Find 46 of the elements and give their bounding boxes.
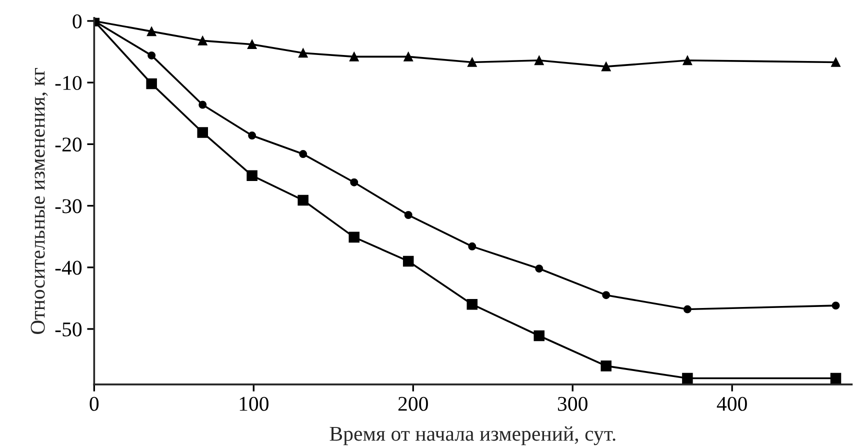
point <box>831 58 840 67</box>
point <box>468 242 476 250</box>
point <box>247 40 257 50</box>
point <box>535 264 544 273</box>
x-axis-title: Время от начала измерений, сут. <box>330 426 616 446</box>
point <box>683 305 692 314</box>
point <box>198 36 208 46</box>
point <box>197 127 208 138</box>
point <box>534 56 544 66</box>
x-tick-label: 0 <box>90 396 99 411</box>
point <box>682 56 692 66</box>
y-tick-label: -30 <box>55 199 82 214</box>
point <box>298 48 308 58</box>
y-tick-label: -40 <box>55 260 82 275</box>
point <box>534 330 545 342</box>
point <box>299 150 308 158</box>
point <box>248 132 256 140</box>
point <box>146 26 156 36</box>
point <box>349 52 359 62</box>
point <box>402 256 414 267</box>
point <box>198 100 207 109</box>
point <box>830 372 842 384</box>
point <box>404 52 414 62</box>
x-tick-label: 400 <box>716 396 747 411</box>
point <box>298 194 308 206</box>
point <box>467 58 477 67</box>
y-axis-title: Относительные изменения, кг <box>30 68 48 334</box>
point <box>404 211 412 220</box>
point <box>682 372 693 384</box>
y-tick-label: -50 <box>55 322 82 336</box>
point <box>466 298 478 310</box>
x-tick-label: 200 <box>398 396 428 411</box>
point <box>350 178 358 186</box>
point <box>832 302 840 310</box>
point <box>246 170 258 181</box>
point <box>601 62 611 72</box>
y-tick-label: -20 <box>55 138 82 152</box>
y-tick-label: -10 <box>55 76 82 90</box>
point <box>146 78 157 90</box>
y-tick-label: 0 <box>72 14 82 28</box>
x-tick-label: 300 <box>558 396 588 411</box>
point <box>348 232 360 243</box>
x-tick-label: 100 <box>240 396 268 411</box>
point <box>602 291 610 300</box>
point <box>148 51 156 60</box>
point <box>600 360 612 372</box>
